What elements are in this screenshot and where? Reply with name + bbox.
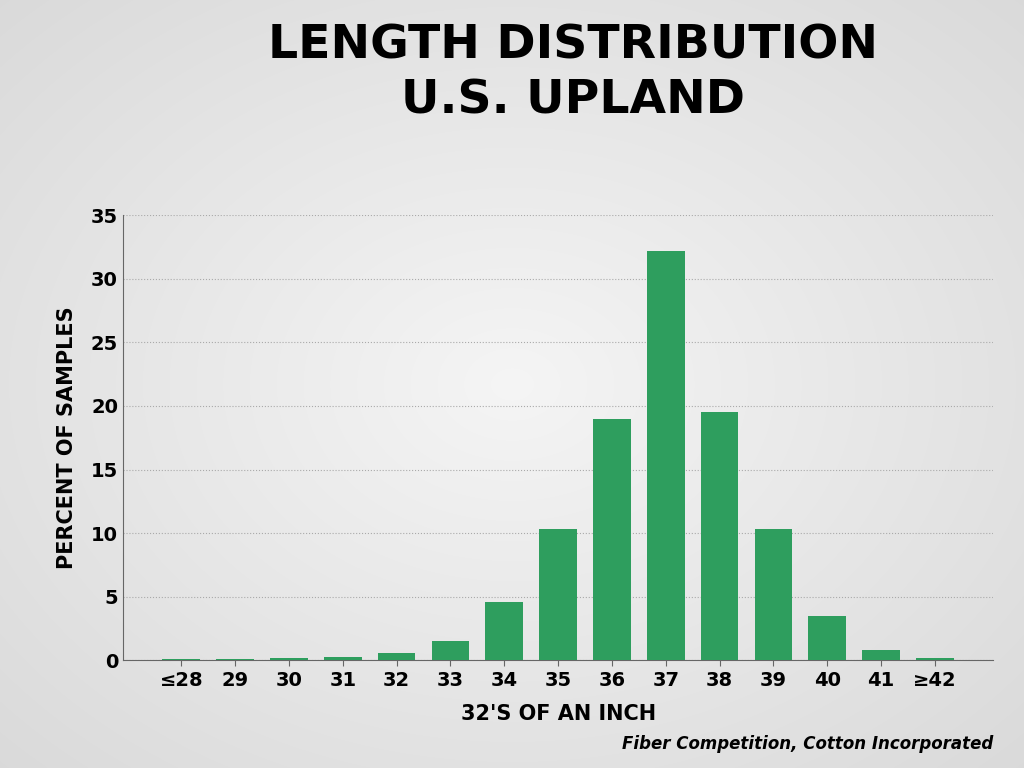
Bar: [540, 529, 577, 660]
Text: Fiber Competition, Cotton Incorporated: Fiber Competition, Cotton Incorporated: [622, 735, 993, 753]
Bar: [700, 412, 738, 660]
Bar: [163, 659, 200, 660]
Bar: [755, 529, 793, 660]
Bar: [270, 658, 308, 660]
Bar: [593, 419, 631, 660]
Bar: [647, 250, 685, 660]
Bar: [324, 657, 361, 660]
Bar: [808, 616, 846, 660]
X-axis label: 32'S OF AN INCH: 32'S OF AN INCH: [461, 703, 655, 723]
Text: LENGTH DISTRIBUTION
U.S. UPLAND: LENGTH DISTRIBUTION U.S. UPLAND: [268, 23, 879, 124]
Bar: [431, 641, 469, 660]
Bar: [378, 653, 416, 660]
Bar: [485, 602, 523, 660]
Y-axis label: PERCENT OF SAMPLES: PERCENT OF SAMPLES: [57, 306, 77, 569]
Bar: [862, 650, 900, 660]
Bar: [216, 659, 254, 660]
Bar: [916, 658, 953, 660]
